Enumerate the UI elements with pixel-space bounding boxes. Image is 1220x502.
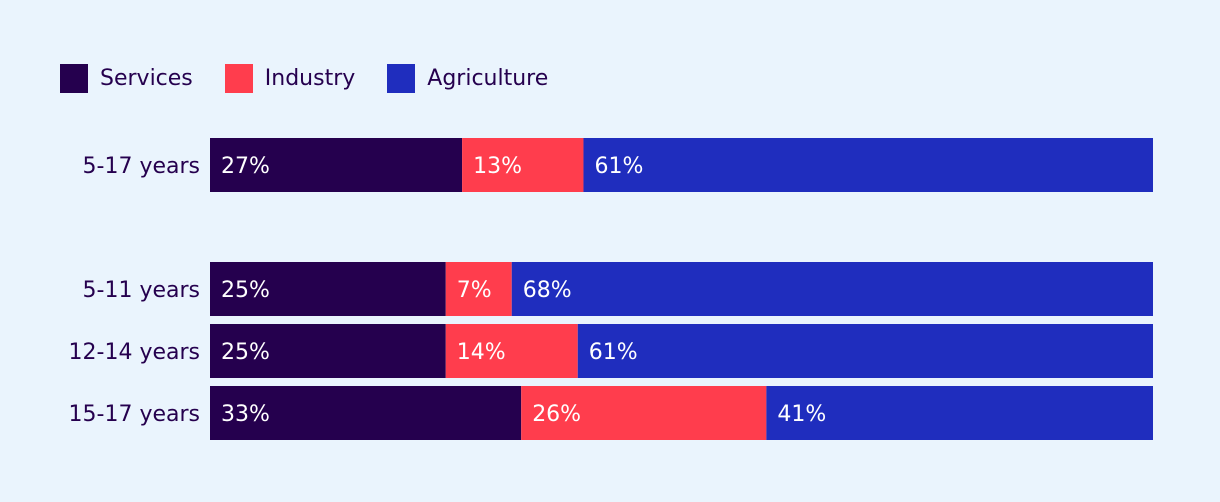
- bar-segment-industry-15-17-years: [521, 386, 767, 440]
- data-label-services-5-11-years: 25%: [221, 278, 270, 303]
- legend-label-services: Services: [100, 65, 193, 91]
- data-label-agriculture-5-11-years: 68%: [523, 278, 572, 303]
- data-label-agriculture-5-17-years: 61%: [594, 154, 643, 179]
- data-label-services-15-17-years: 33%: [221, 402, 270, 427]
- legend-item-industry: Industry: [224, 63, 356, 93]
- data-label-industry-5-11-years: 7%: [457, 278, 492, 303]
- legend-label-agriculture: Agriculture: [427, 65, 549, 91]
- data-label-industry-5-17-years: 13%: [473, 154, 522, 179]
- legend-swatch-industry: [224, 63, 253, 93]
- bar-segment-services-5-11-years: [210, 262, 446, 316]
- bar-segment-agriculture-15-17-years: [766, 386, 1153, 440]
- bar-segment-industry-5-17-years: [462, 138, 584, 192]
- data-label-industry-15-17-years: 26%: [532, 402, 581, 427]
- data-label-agriculture-12-14-years: 61%: [589, 340, 638, 365]
- data-label-services-5-17-years: 27%: [221, 154, 270, 179]
- data-label-industry-12-14-years: 14%: [457, 340, 506, 365]
- row-label-12-14-years: 12-14 years: [69, 340, 200, 365]
- legend-swatch-agriculture: [387, 63, 416, 93]
- row-label-15-17-years: 15-17 years: [69, 402, 200, 427]
- legend-swatch-services: [60, 63, 88, 93]
- bar-segment-agriculture-5-11-years: [511, 262, 1153, 316]
- bar-segment-industry-12-14-years: [445, 324, 578, 378]
- legend-item-services: Services: [60, 63, 193, 93]
- legend: Services Industry Agriculture: [60, 62, 580, 94]
- bar-segment-services-12-14-years: [210, 324, 446, 378]
- bar-segment-services-5-17-years: [210, 138, 463, 192]
- data-label-agriculture-15-17-years: 41%: [777, 402, 826, 427]
- row-label-5-11-years: 5-11 years: [83, 278, 200, 303]
- row-label-5-17-years: 5-17 years: [83, 154, 200, 179]
- bar-segment-industry-5-11-years: [445, 262, 512, 316]
- legend-item-agriculture: Agriculture: [387, 63, 549, 93]
- bar-segment-agriculture-12-14-years: [577, 324, 1153, 378]
- legend-label-industry: Industry: [264, 65, 356, 91]
- data-label-services-12-14-years: 25%: [221, 340, 270, 365]
- bar-segment-services-15-17-years: [210, 386, 522, 440]
- bar-segment-agriculture-5-17-years: [583, 138, 1153, 192]
